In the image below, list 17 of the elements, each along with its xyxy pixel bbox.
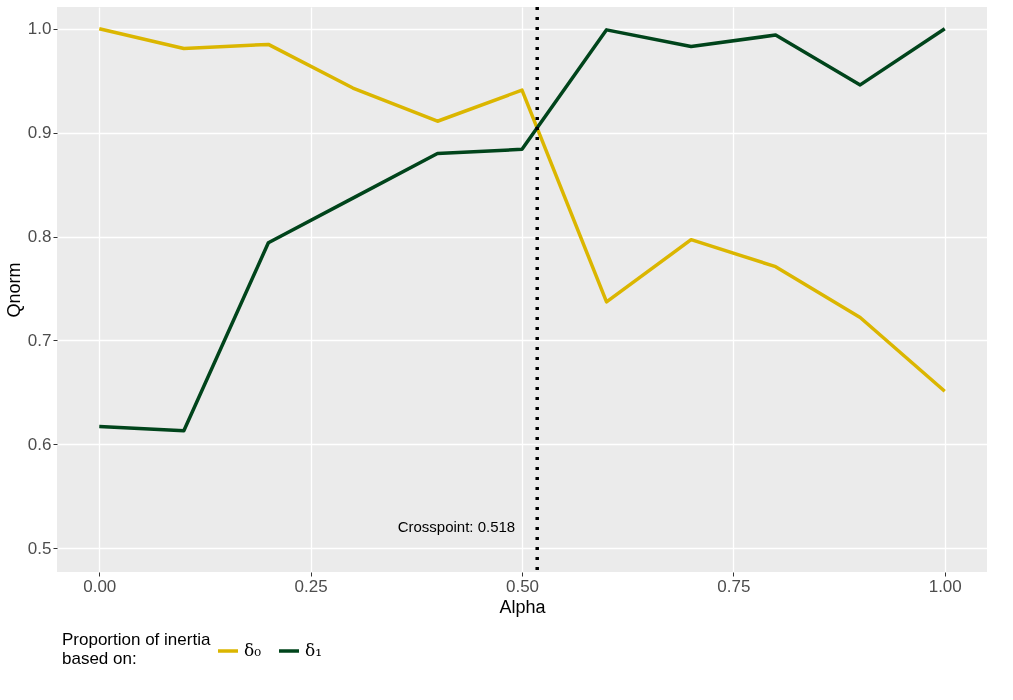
x-tick-label: 0.00: [83, 576, 117, 596]
legend-title: Proportion of inertia based on:: [62, 630, 211, 668]
x-tick-label: 0.25: [294, 576, 328, 596]
ref-line-label: Crosspoint: 0.518: [397, 517, 516, 535]
x-tick-label: 1.00: [928, 576, 962, 596]
x-axis-title: Alpha: [499, 596, 547, 617]
y-tick-label: 0.5: [27, 538, 52, 558]
legend-label: δ₁: [305, 640, 323, 660]
y-tick-label: 0.7: [27, 330, 52, 350]
x-tick-label: 0.75: [717, 576, 751, 596]
legend-label: δ₀: [244, 640, 262, 660]
y-tick-label: 1.0: [27, 19, 52, 39]
y-axis-title: Qnorm: [3, 262, 24, 318]
x-tick-label: 0.50: [505, 576, 540, 596]
y-tick-label: 0.8: [27, 227, 52, 247]
y-tick-label: 0.6: [27, 434, 52, 454]
y-tick-label: 0.9: [27, 123, 52, 143]
